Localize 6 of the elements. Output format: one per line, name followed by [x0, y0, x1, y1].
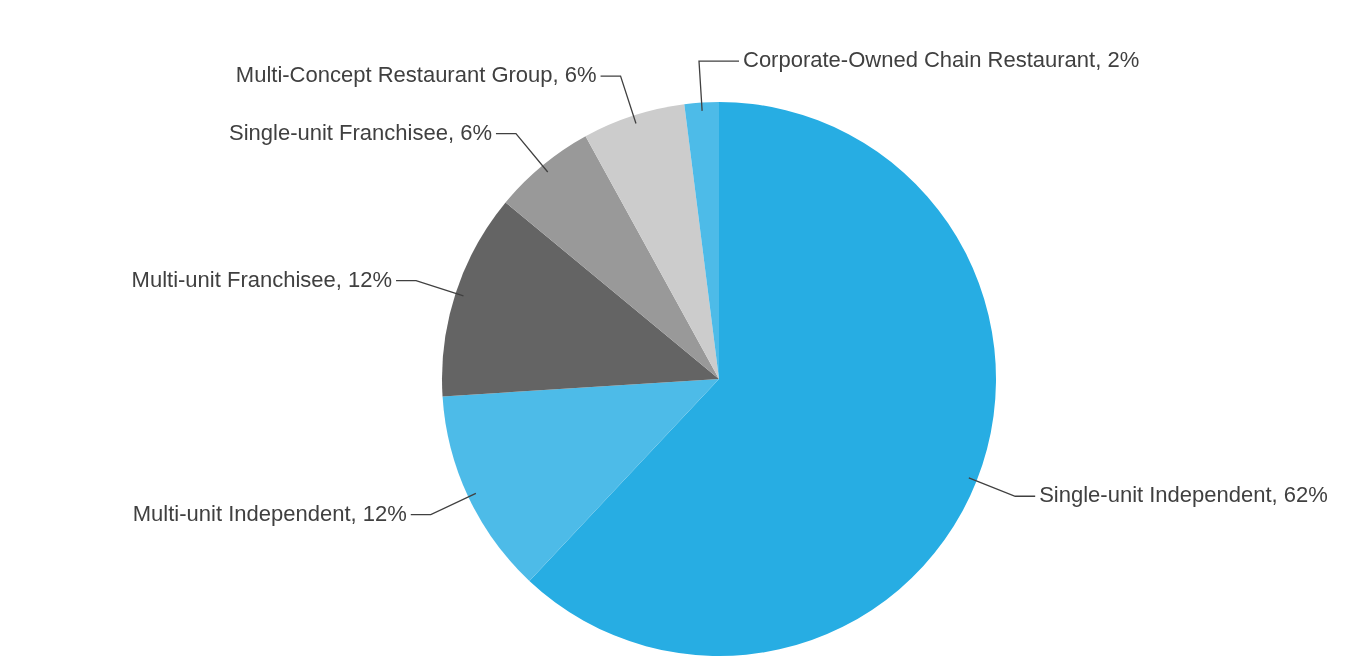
slice-label: Single-unit Independent, 62%: [1039, 482, 1328, 508]
slice-label: Corporate-Owned Chain Restaurant, 2%: [743, 47, 1140, 73]
slice-label: Multi-unit Franchisee, 12%: [131, 266, 393, 292]
slice-label: Multi-Concept Restaurant Group, 6%: [235, 62, 597, 88]
slice-label: Multi-unit Independent, 12%: [132, 500, 407, 526]
slice-label: Single-unit Franchisee, 6%: [229, 119, 492, 145]
